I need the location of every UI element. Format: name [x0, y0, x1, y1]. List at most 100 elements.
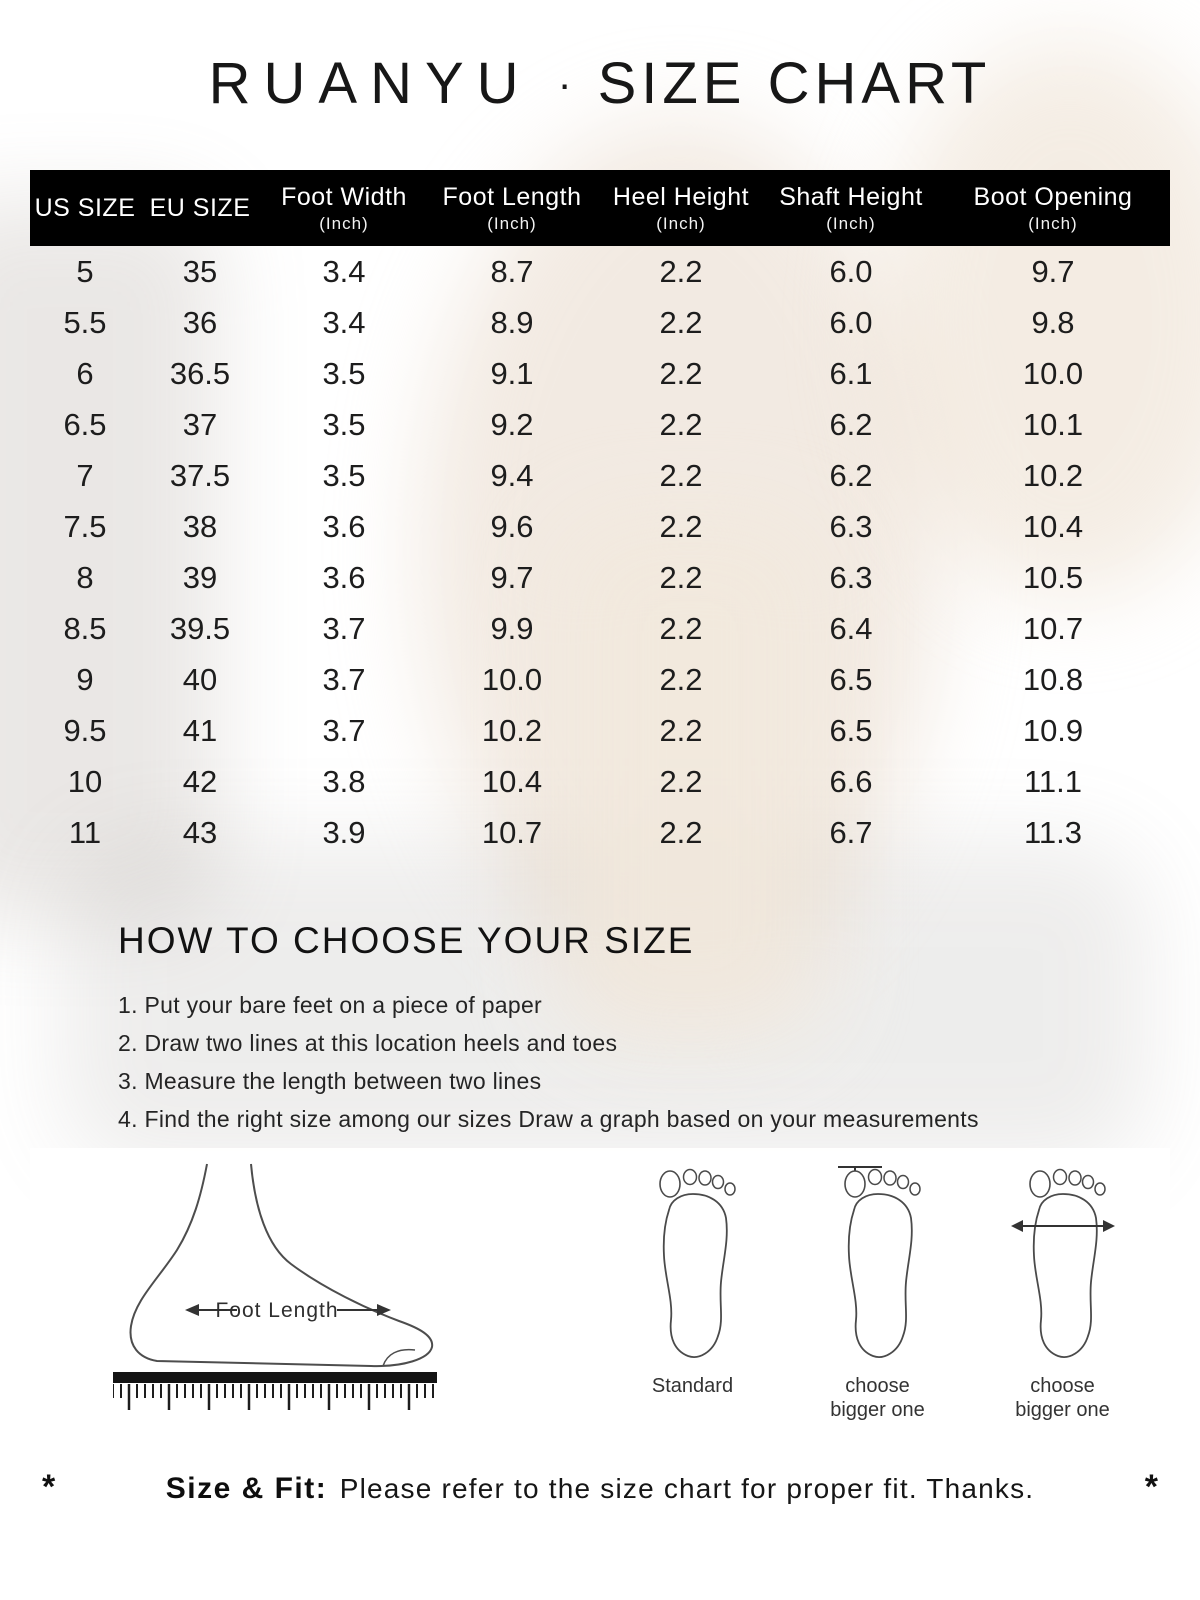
footprint-standard: Standard [605, 1164, 780, 1422]
boot-opening-cell: 10.5 [1022, 559, 1084, 595]
foot-length-cell: 8.9 [490, 304, 534, 340]
howto-step: 1. Put your bare feet on a piece of pape… [118, 992, 543, 1018]
foot-length-cell: 9.2 [490, 406, 534, 442]
shaft-height-cell: 6.5 [829, 712, 873, 748]
us-size-cell: 6 [76, 355, 94, 391]
us-size-cell: 8.5 [63, 610, 107, 646]
foot-width-cell: 3.5 [322, 457, 366, 493]
howto-heading: HOW TO CHOOSE YOUR SIZE [118, 920, 695, 961]
ruler [113, 1372, 437, 1410]
howto-step: 3. Measure the length between two lines [118, 1068, 542, 1094]
heel-height-cell: 2.2 [659, 355, 703, 391]
us-size-cell: 8 [76, 559, 94, 595]
heel-height-cell: 2.2 [659, 406, 703, 442]
us-size-cell: 5 [76, 253, 94, 289]
foot-outline [129, 1163, 434, 1368]
table-row: 8.5 39.5 3.7 9.9 2.2 6.4 10.7 [30, 603, 1170, 654]
boot-opening-cell: 10.4 [1022, 508, 1084, 544]
table-row: 7.5 38 3.6 9.6 2.2 6.3 10.4 [30, 501, 1170, 552]
us-size-cell: 9.5 [63, 712, 107, 748]
heel-height-cell: 2.2 [659, 712, 703, 748]
howto-step: 4. Find the right size among our sizes D… [118, 1106, 979, 1132]
heel-height-cell: 2.2 [659, 610, 703, 646]
boot-opening-cell: 11.3 [1023, 814, 1083, 850]
size-table: US SIZE EU SIZE Foot Width (Inch) [30, 170, 1170, 858]
heel-height-cell: 2.2 [659, 661, 703, 697]
page-title: RUANYU · SIZE CHART [0, 50, 1200, 117]
foot-length-cell: 10.7 [481, 814, 543, 850]
eu-size-cell: 42 [182, 763, 218, 799]
title-separator: · [557, 59, 572, 107]
shaft-height-cell: 6.2 [829, 457, 873, 493]
boot-opening-cell: 10.0 [1022, 355, 1084, 391]
foot-width-cell: 3.7 [322, 712, 366, 748]
heel-height-cell: 2.2 [659, 508, 703, 544]
foot-length-cell: 9.6 [490, 508, 534, 544]
boot-opening-cell: 10.1 [1022, 406, 1084, 442]
header-cell: US SIZE [30, 170, 140, 246]
foot-length-cell: 8.7 [490, 253, 534, 289]
boot-opening-cell: 9.7 [1031, 253, 1075, 289]
header-sub-label: (Inch) [1028, 214, 1078, 233]
shaft-height-cell: 6.3 [829, 508, 873, 544]
footprint-caption: choose bigger one [830, 1375, 925, 1421]
shaft-height-cell: 6.2 [829, 406, 873, 442]
foot-width-cell: 3.7 [322, 661, 366, 697]
heel-height-cell: 2.2 [659, 253, 703, 289]
table-row: 6.5 37 3.5 9.2 2.2 6.2 10.1 [30, 399, 1170, 450]
shaft-height-cell: 6.0 [829, 304, 873, 340]
asterisk-left: * [42, 1468, 56, 1506]
shaft-height-cell: 6.7 [829, 814, 873, 850]
eu-size-cell: 36.5 [169, 355, 231, 391]
header-cell: Foot Length (Inch) [428, 170, 596, 246]
header-sub-label: (Inch) [487, 214, 537, 233]
foot-width-cell: 3.7 [322, 610, 366, 646]
header-label: Foot Width [281, 183, 407, 211]
foot-width-cell: 3.5 [322, 406, 366, 442]
heel-height-cell: 2.2 [659, 304, 703, 340]
foot-length-cell: 9.7 [490, 559, 534, 595]
footprint-length-overflow: choose bigger one [790, 1164, 965, 1422]
boot-opening-cell: 10.7 [1022, 610, 1084, 646]
header-cell: Heel Height (Inch) [596, 170, 766, 246]
eu-size-cell: 39.5 [169, 610, 231, 646]
footprint-icon [1010, 1168, 1115, 1358]
how-to-section: HOW TO CHOOSE YOUR SIZE 1. Put your bare… [118, 920, 1148, 1138]
shaft-height-cell: 6.6 [829, 763, 873, 799]
foot-length-cell: 10.2 [481, 712, 543, 748]
heel-height-cell: 2.2 [659, 457, 703, 493]
foot-width-cell: 3.4 [322, 304, 366, 340]
eu-size-cell: 40 [182, 661, 218, 697]
boot-opening-cell: 10.8 [1022, 661, 1084, 697]
brand-name: RUANYU [208, 51, 532, 116]
table-header: US SIZE EU SIZE Foot Width (Inch) [30, 170, 1170, 246]
heel-height-cell: 2.2 [659, 763, 703, 799]
table-row: 10 42 3.8 10.4 2.2 6.6 11.1 [30, 756, 1170, 807]
footprint-caption: Standard [651, 1375, 734, 1397]
footprint-caption: choose bigger one [1015, 1375, 1110, 1421]
footprint-icon [658, 1168, 736, 1358]
boot-opening-cell: 10.9 [1022, 712, 1084, 748]
size-fit-label: Size & Fit: [165, 1472, 328, 1505]
arrow-horizontal-icon [1010, 1220, 1115, 1232]
eu-size-cell: 37.5 [169, 457, 231, 493]
size-fit-text: Please refer to the size chart for prope… [339, 1473, 1035, 1504]
header-label: Foot Length [442, 183, 582, 211]
us-size-cell: 7 [76, 457, 94, 493]
foot-width-cell: 3.6 [322, 508, 366, 544]
header-label: Heel Height [612, 183, 750, 211]
header-cell: Shaft Height (Inch) [766, 170, 936, 246]
shaft-height-cell: 6.0 [829, 253, 873, 289]
header-cell: Foot Width (Inch) [260, 170, 428, 246]
us-size-cell: 11 [68, 814, 102, 850]
table-row: 5.5 36 3.4 8.9 2.2 6.0 9.8 [30, 297, 1170, 348]
foot-length-cell: 9.1 [490, 355, 534, 391]
footprint-width-overflow: choose bigger one [975, 1164, 1150, 1422]
footprint-icon [837, 1166, 921, 1358]
foot-length-cell: 9.9 [490, 610, 534, 646]
foot-length-label: Foot Length [215, 1299, 338, 1322]
header-label: EU SIZE [149, 193, 251, 222]
asterisk-right: * [1144, 1468, 1158, 1506]
header-cell: EU SIZE [140, 170, 260, 246]
diagram-panel: Foot Length S [30, 1148, 1170, 1436]
